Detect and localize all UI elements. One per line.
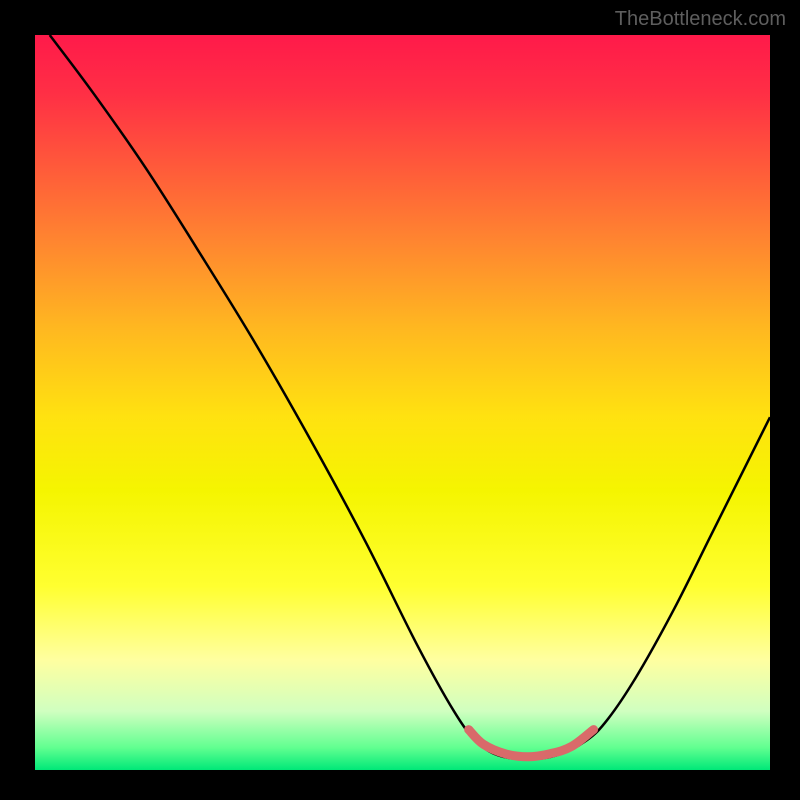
bottleneck-curve — [50, 35, 770, 759]
curve-overlay — [35, 35, 770, 770]
optimal-range-marker — [469, 730, 594, 757]
watermark-text: TheBottleneck.com — [615, 8, 786, 31]
bottleneck-chart — [35, 35, 770, 770]
